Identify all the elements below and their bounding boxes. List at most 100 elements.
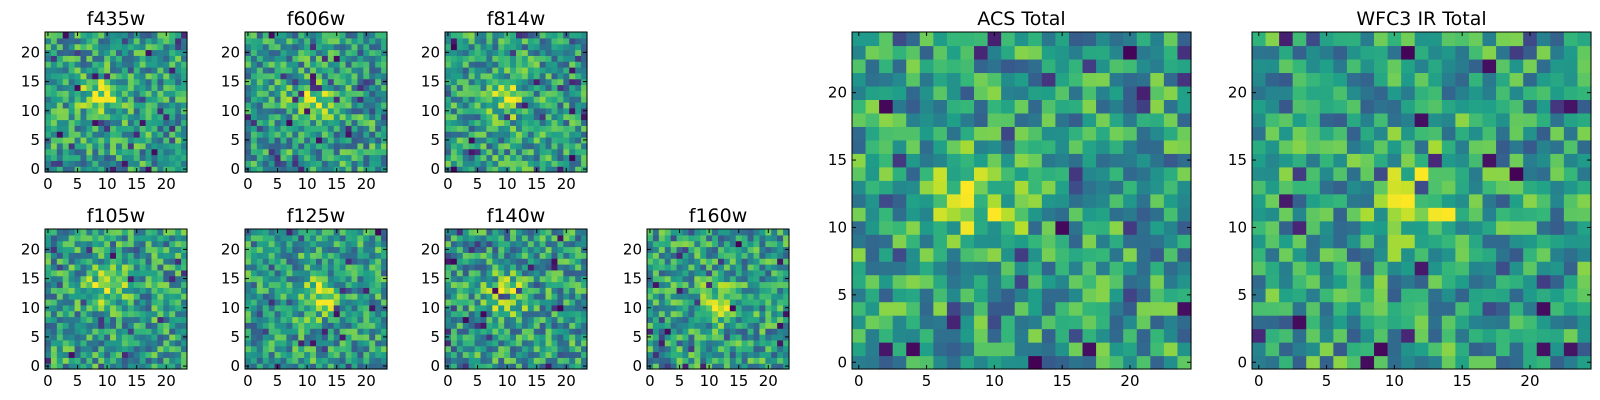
- heatmap-cell: [345, 269, 353, 277]
- heatmap-cell: [116, 78, 123, 86]
- heatmap-cell: [652, 275, 660, 283]
- heatmap-cell: [933, 180, 948, 195]
- heatmap-cell: [480, 304, 488, 312]
- heatmap-cell: [292, 96, 299, 103]
- heatmap-cell: [906, 153, 921, 168]
- heatmap-cell: [274, 72, 282, 80]
- heatmap-cell: [1096, 193, 1111, 208]
- heatmap-cell: [157, 363, 164, 370]
- heatmap-cell: [486, 363, 493, 370]
- heatmap-cell: [516, 229, 523, 236]
- heatmap-cell: [551, 49, 559, 56]
- heatmap-cell: [563, 240, 570, 248]
- heatmap-cell: [652, 322, 660, 329]
- heatmap-cell: [1028, 274, 1043, 289]
- heatmap-cell: [139, 234, 147, 242]
- heatmap-cell: [268, 107, 276, 115]
- heatmap-cell: [694, 240, 701, 248]
- heatmap-cell: [321, 345, 329, 353]
- y-tick-label: 20: [623, 240, 642, 258]
- heatmap-cell: [516, 281, 523, 288]
- heatmap-cell: [50, 37, 58, 45]
- heatmap-cell: [280, 72, 288, 80]
- heatmap-cell: [163, 269, 170, 277]
- heatmap-cell: [121, 43, 129, 51]
- heatmap-cell: [545, 37, 553, 45]
- heatmap-cell: [569, 334, 576, 341]
- heatmap-cell: [741, 299, 749, 306]
- heatmap-cell: [139, 131, 147, 138]
- heatmap-cell: [445, 252, 452, 259]
- heatmap-cell: [1109, 207, 1124, 222]
- heatmap-cell: [516, 246, 523, 253]
- heatmap-cell: [658, 299, 666, 306]
- heatmap-cell: [133, 240, 141, 248]
- heatmap-cell: [363, 49, 370, 56]
- heatmap-cell: [151, 293, 159, 300]
- heatmap-cells: [45, 229, 188, 370]
- heatmap-cell: [498, 32, 505, 39]
- heatmap-cell: [892, 315, 907, 330]
- heatmap-cell: [474, 240, 482, 248]
- heatmap-cell: [375, 281, 382, 288]
- heatmap-cell: [375, 154, 382, 161]
- heatmap-cell: [245, 299, 252, 306]
- heatmap-cell: [86, 269, 93, 277]
- y-tick-label: 0: [837, 353, 847, 371]
- heatmap-cell: [74, 345, 82, 353]
- heatmap-cell: [321, 113, 329, 121]
- heatmap-cell: [551, 43, 559, 51]
- heatmap-cell: [116, 293, 123, 300]
- heatmap-cell: [670, 299, 678, 306]
- heatmap-cell: [250, 166, 258, 173]
- heatmap-cell: [718, 293, 725, 300]
- heatmap-cell: [333, 328, 341, 335]
- heatmap-cell: [753, 310, 761, 318]
- heatmap-cell: [700, 234, 707, 242]
- heatmap-cell: [504, 316, 511, 323]
- heatmap-cell: [723, 339, 731, 347]
- heatmap-cell: [1001, 193, 1016, 208]
- heatmap-cell: [92, 49, 99, 56]
- heatmap-cell: [351, 258, 359, 265]
- heatmap-cell: [327, 258, 335, 265]
- heatmap-cell: [98, 316, 105, 323]
- heatmap-cell: [316, 299, 323, 306]
- heatmap-cell: [664, 328, 672, 335]
- heatmap-cell: [557, 154, 564, 161]
- heatmap-cell: [462, 119, 470, 126]
- heatmap-cell: [498, 119, 505, 126]
- heatmap-cell: [504, 234, 511, 242]
- heatmap-cell: [121, 78, 129, 86]
- heatmap-cell: [1014, 342, 1029, 357]
- heatmap-cell: [974, 45, 989, 60]
- heatmap-cell: [1306, 342, 1321, 357]
- heatmap-cell: [492, 339, 499, 347]
- heatmap-cell: [450, 84, 458, 91]
- heatmap-cell: [658, 316, 666, 323]
- heatmap-cell: [304, 137, 311, 144]
- heatmap-cell: [1096, 85, 1111, 100]
- heatmap-cell: [1068, 274, 1084, 289]
- heatmap-cell: [339, 142, 347, 150]
- heatmap-cell: [68, 154, 76, 161]
- heatmap-cell: [357, 275, 364, 283]
- heatmap-cell: [321, 55, 329, 62]
- heatmap-cell: [381, 310, 388, 318]
- heatmap-cell: [56, 304, 64, 312]
- heatmap-cell: [62, 137, 70, 144]
- heatmap-cell: [286, 310, 293, 318]
- heatmap-cell: [369, 316, 376, 323]
- heatmap-cell: [181, 142, 188, 150]
- heatmap-cell: [670, 310, 678, 318]
- heatmap-cell: [545, 269, 553, 277]
- heatmap-cell: [652, 357, 660, 364]
- heatmap-cell: [145, 131, 153, 138]
- heatmap-cell: [545, 304, 553, 312]
- heatmap-cell: [163, 49, 170, 56]
- heatmap-cell: [741, 234, 749, 242]
- heatmap-cell: [86, 275, 93, 283]
- heatmap-cell: [569, 102, 576, 109]
- heatmap-cell: [480, 229, 488, 236]
- heatmap-cell: [486, 102, 493, 109]
